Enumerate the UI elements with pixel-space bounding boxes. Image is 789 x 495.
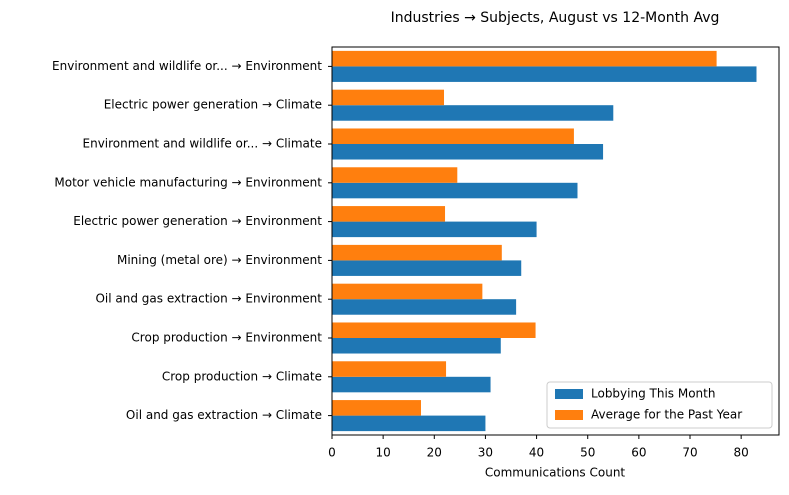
- y-tick-label: Environment and wildlife or... → Climate: [83, 137, 323, 151]
- bar: [332, 283, 483, 300]
- y-tick-label: Electric power generation → Environment: [73, 214, 322, 228]
- x-tick-label: 60: [631, 446, 646, 460]
- x-axis-label: Communications Count: [485, 466, 626, 480]
- chart-title: Industries → Subjects, August vs 12-Mont…: [391, 10, 720, 26]
- bar: [332, 66, 757, 82]
- y-tick-label: Electric power generation → Climate: [104, 98, 322, 112]
- bar: [332, 299, 517, 315]
- legend-label: Average for the Past Year: [591, 408, 742, 422]
- y-tick-label: Oil and gas extraction → Climate: [126, 408, 322, 422]
- y-tick-label: Oil and gas extraction → Environment: [95, 292, 322, 306]
- bar: [332, 244, 502, 261]
- bar: [332, 260, 522, 276]
- bar: [332, 206, 446, 222]
- bar: [332, 50, 717, 67]
- bar: [332, 105, 614, 121]
- bar: [332, 182, 578, 199]
- y-tick-label: Environment and wildlife or... → Environ…: [52, 59, 322, 73]
- legend-label: Lobbying This Month: [591, 387, 715, 401]
- plot-frame: [331, 46, 780, 436]
- y-tick-label: Crop production → Climate: [162, 369, 322, 383]
- x-tick-label: 80: [734, 446, 749, 460]
- x-tick-label: 20: [427, 446, 442, 460]
- bar: [332, 144, 604, 160]
- x-tick-label: 0: [328, 446, 336, 460]
- bar: [332, 322, 536, 338]
- legend-swatch: [555, 410, 583, 420]
- bar: [332, 376, 491, 393]
- x-tick-label: 70: [682, 446, 697, 460]
- bar: [332, 338, 501, 354]
- x-tick-label: 30: [478, 446, 493, 460]
- bar: [332, 400, 421, 416]
- y-tick-label: Motor vehicle manufacturing → Environmen…: [54, 175, 322, 189]
- y-tick-label: Mining (metal ore) → Environment: [117, 253, 322, 267]
- bar: [332, 415, 486, 432]
- bar: [332, 167, 458, 183]
- x-tick-label: 10: [376, 446, 391, 460]
- x-tick-label: 40: [529, 446, 544, 460]
- bar: [332, 128, 574, 144]
- y-tick-label: Crop production → Environment: [131, 331, 322, 345]
- bar: [332, 221, 537, 238]
- x-tick-label: 50: [580, 446, 595, 460]
- legend-box: [546, 381, 773, 429]
- legend-swatch: [555, 389, 583, 399]
- bar: [332, 89, 445, 106]
- bar: [332, 361, 447, 377]
